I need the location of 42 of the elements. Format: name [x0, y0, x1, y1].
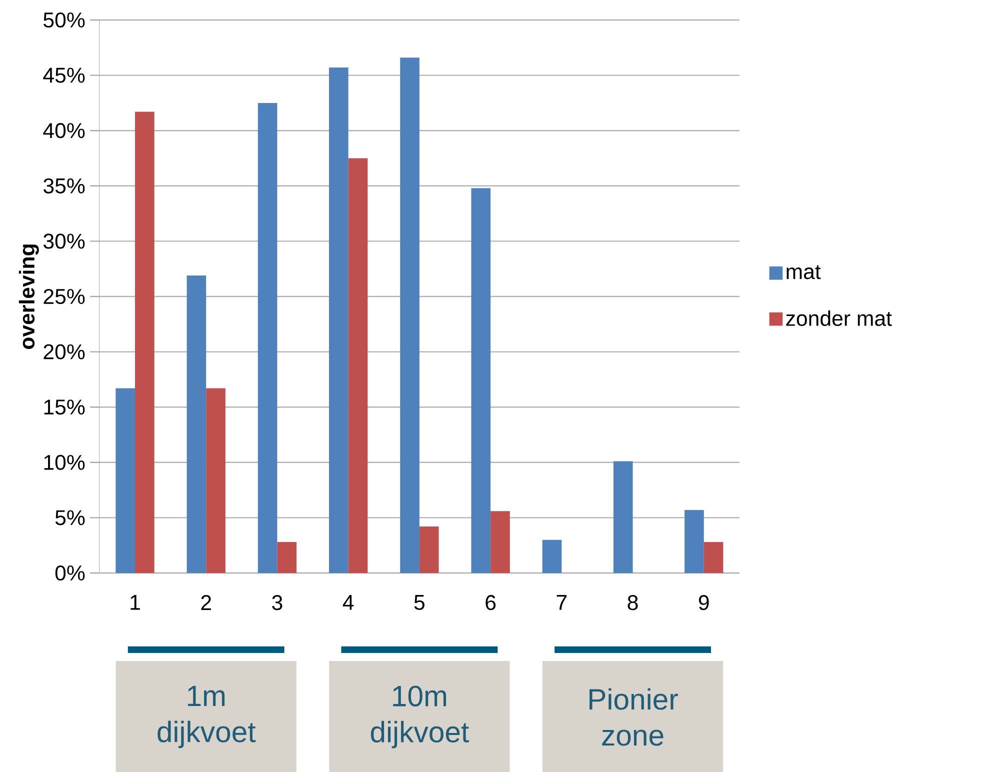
text: 10m dijkvoet [370, 686, 469, 748]
bar [613, 461, 633, 573]
bar [471, 188, 491, 573]
y-tick-label: 35% [44, 178, 85, 194]
bar [400, 58, 420, 573]
bar [419, 526, 439, 573]
x-tick-label: 8 [628, 595, 638, 610]
legend-label: mat [786, 265, 821, 280]
x-tick-label: 5 [414, 595, 424, 610]
y-tick-label: 50% [44, 12, 85, 28]
text: 1m dijkvoet [158, 686, 256, 748]
y-tick-label: 25% [44, 288, 85, 304]
bar [135, 112, 154, 573]
x-tick-label: 7 [556, 595, 567, 610]
x-tick-label: 1 [130, 595, 140, 610]
y-tick-label: 0% [55, 565, 85, 581]
bar [116, 388, 135, 573]
y-tick-label: 45% [43, 68, 85, 83]
y-tick-label: 40% [43, 123, 85, 138]
text: Pionier zone [590, 688, 678, 746]
y-tick-label: 30% [44, 234, 85, 249]
bar [329, 68, 348, 573]
legend-label: zonder mat [786, 310, 892, 326]
bar [258, 102, 278, 573]
bar [348, 158, 368, 573]
bar [277, 542, 297, 573]
y-tick-label: 10% [44, 454, 85, 470]
x-tick-label: 3 [272, 595, 282, 610]
bar [542, 540, 562, 573]
x-tick-label: 2 [201, 595, 211, 610]
bar [490, 511, 510, 573]
y-tick-label: 15% [44, 400, 85, 415]
y-tick-label: 20% [44, 344, 85, 360]
y-axis-title: overleving [18, 244, 39, 350]
y-tick-label: 5% [55, 510, 85, 526]
x-tick-label: 9 [698, 595, 709, 610]
bar [684, 510, 704, 573]
bar [206, 388, 226, 573]
x-tick-label: 4 [342, 595, 354, 610]
x-tick-label: 6 [486, 595, 496, 610]
bar [704, 542, 724, 573]
bar [186, 275, 206, 573]
